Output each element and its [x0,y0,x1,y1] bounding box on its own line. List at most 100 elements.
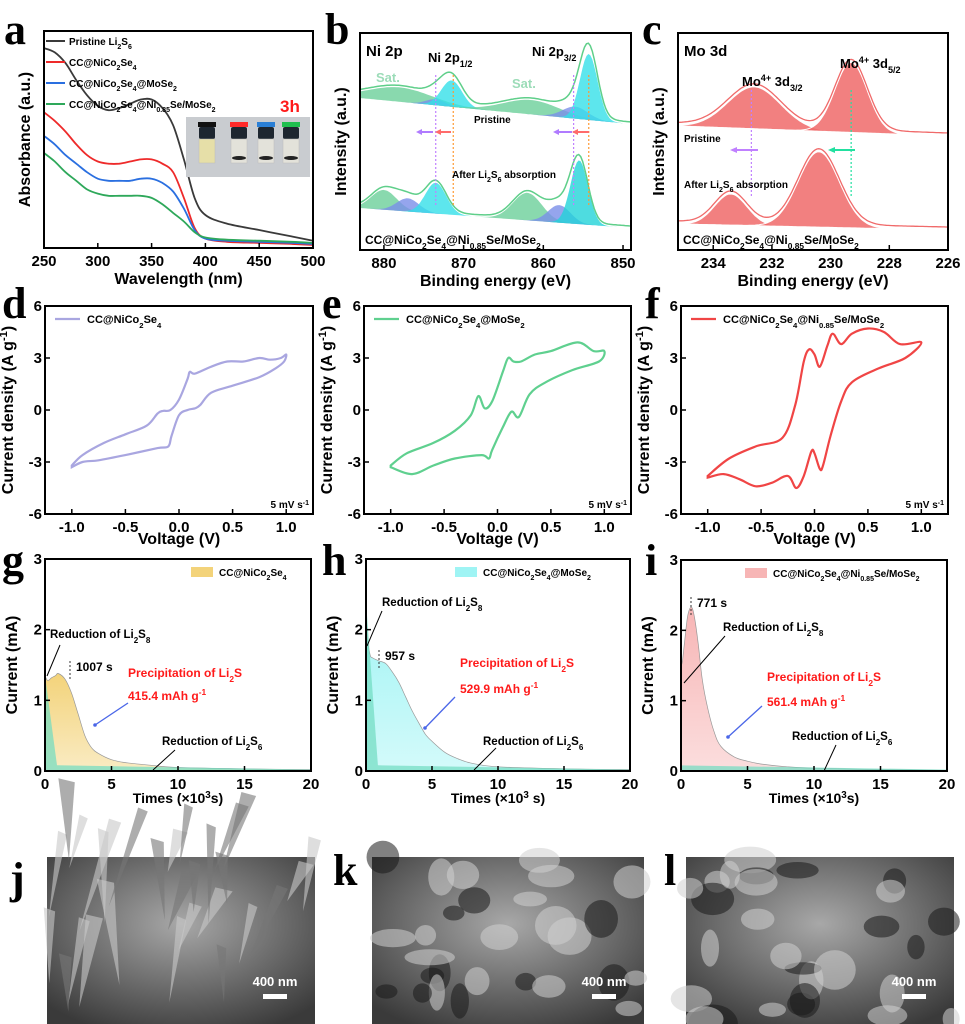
vial-cap [231,127,247,139]
sem-texture [867,1005,908,1024]
sem-texture [598,964,630,1001]
sem-texture [879,974,905,1013]
legend-swatch [455,567,477,577]
y-axis-label: Absorbance (a.u.) [17,72,34,207]
sem-texture [96,878,120,986]
annotation-label: Precipitation of Li2S [128,666,242,684]
annotation-arrow [683,635,726,684]
x-axis-label: Binding energy (eV) [737,273,888,290]
x-tick-label: 500 [300,253,325,270]
x-axis-label: Voltage (V) [456,531,538,548]
plot-frame-f [680,305,949,515]
x-tick-label: 10 [170,776,187,793]
annotation-arrow [46,644,61,677]
vial-sample [232,156,246,160]
y-tick-label: 6 [353,298,361,315]
legend-label: CC@NiCo2Se4 [69,58,137,72]
sem-texture [150,838,165,920]
fitted-peak [360,54,631,124]
sem-texture [907,934,925,960]
fitted-peak [360,189,631,228]
legend-swatch [191,567,213,577]
panel-label-h: h [322,536,346,585]
series-line [43,152,314,244]
sem-texture [450,983,469,1019]
x-tick-label: 15 [556,776,573,793]
sample-label: CC@NiCo2Se4@Ni0.85Se/MoSe2 [683,233,859,251]
sem-texture [188,860,201,913]
x-tick-label: 5 [107,776,115,793]
y-tick-label: 3 [355,551,363,568]
panel-g: CC@NiCo2Se4 1007 s Reduction of Li2S8 Preci… [4,551,319,806]
sem-texture [404,949,455,966]
y-tick-label: 6 [34,298,42,315]
vial-body [198,138,216,164]
plot-frame-e [363,305,632,515]
y-tick-label: -6 [665,506,678,523]
x-tick-label: 880 [371,255,396,272]
sem-texture [700,929,720,967]
y-axis-label: Current density (A g-1) [0,326,17,494]
x-tick-label: 850 [611,255,636,272]
panel-label-g: g [2,536,24,585]
x-tick-label: -1.0 [59,519,85,536]
scan-rate-label: 5 mV s-1 [271,500,310,512]
x-tick-label: -1.0 [695,519,721,536]
sem-texture [223,792,257,870]
y-axis-label: Current density (A g-1) [634,326,653,494]
sem-texture [480,924,519,950]
panel-label-k: k [333,846,358,895]
panel-title: Ni 2p [366,43,403,60]
x-tick-label: 10 [806,776,823,793]
cv-curve [706,327,923,490]
vial-cap-color [230,122,248,127]
legend-label: CC@NiCo2Se4@MoSe2 [406,314,525,330]
y-axis-label: Intensity (a.u.) [651,87,668,195]
fitted-peak [360,160,631,228]
capacity-label: 561.4 mAh g-1 [767,693,845,709]
vial-cap-color [257,122,275,127]
sem-texture [43,907,56,984]
y-tick-label: 3 [34,551,42,568]
satellite-label: Sat. [376,70,400,85]
sem-texture [108,807,148,907]
capacity-label: 415.4 mAh g-1 [128,687,206,703]
legend-label: CC@NiCo2Se4 [87,314,162,330]
sem-texture [79,818,122,932]
y-tick-label: 3 [353,350,361,367]
y-tick-label: 1 [670,693,678,710]
x-tick-label: 5 [428,776,436,793]
y-tick-label: -6 [29,506,42,523]
plot-frame-a [43,30,314,249]
y-tick-label: -3 [348,454,361,471]
annotation-arrow [94,702,129,726]
y-tick-label: 2 [34,622,42,639]
sem-texture [366,840,400,874]
series-line [43,111,314,246]
peak-label: Ni 2p1/2 [428,50,472,69]
sem-texture [69,814,88,869]
arrow-head [423,726,427,730]
y-tick-label: 3 [34,350,42,367]
y-axis-label: Current density (A g-1) [317,326,336,494]
legend-swatch [745,568,767,578]
peak-label: Mo4+ 3d5/2 [840,55,901,75]
x-tick-label: 300 [85,253,110,270]
vial-cap-color [282,122,300,127]
x-tick-label: -0.5 [748,519,774,536]
sem-texture [79,914,103,1008]
y-axis-label: Current (mA) [640,616,657,715]
panel-b: Ni 2p Ni 2p1/2 Ni 2p3/2 Sat. Sat. Pristine Aft… [333,42,636,290]
annotation-arrow [366,610,383,647]
annotation-arrow [152,749,176,771]
plot-frame-g [44,558,312,772]
y-tick-label: 0 [34,402,42,419]
sem-texture [813,950,856,990]
x-tick-label: 450 [247,253,272,270]
sem-texture [414,924,437,946]
y-tick-label: 2 [355,622,363,639]
sem-panel-j: 400 nm [43,778,321,1024]
x-axis-label: Times (×103s) [133,790,223,807]
x-axis-label: Wavelength (nm) [114,271,242,288]
sem-texture [464,967,490,996]
